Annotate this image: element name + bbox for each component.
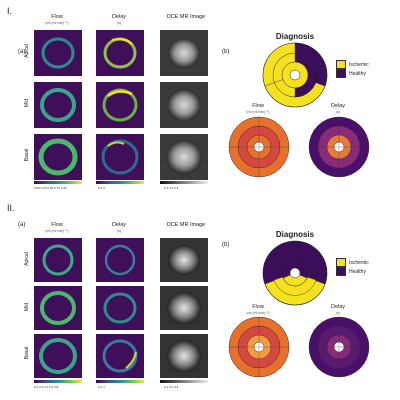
- section-ii-panel-b-label: (b): [222, 242, 230, 248]
- section-ii-col-delay-header: Delay (s): [96, 222, 142, 234]
- apical-flow-map: [34, 238, 82, 282]
- section-ii-delay-ticks: 0 2 4: [98, 385, 105, 389]
- section-i-legend: Ischemic Healthy: [336, 60, 369, 78]
- bull-title: Delay: [330, 304, 346, 310]
- dce-colorbar: [160, 380, 208, 383]
- basal-dce-image: [160, 334, 208, 378]
- section-i-row-apical: Apical: [24, 44, 30, 58]
- bull-title: Delay: [330, 103, 346, 109]
- bull-title: Flow: [252, 304, 264, 310]
- dce-colorbar: [160, 181, 208, 184]
- section-ii-flow-bullseye: [228, 316, 290, 378]
- section-ii-delay-bullseye-title: Delay (s): [308, 304, 368, 316]
- section-ii-panel-a-label: (a): [18, 222, 26, 228]
- section-i-diagnosis-bullseye: [262, 42, 328, 108]
- legend-healthy: Healthy: [336, 69, 369, 78]
- section-i-flow-ticks: 0.00 0.25 0.50 0.75 1.00: [34, 186, 67, 190]
- col-unit: (ml (ml min)⁻¹): [45, 21, 69, 25]
- section-ii-diagnosis-title: Diagnosis: [275, 230, 315, 239]
- col-title: DCE MR Image: [166, 14, 206, 20]
- section-ii-delay-bullseye: [308, 316, 370, 378]
- bull-unit: (ml (ml min)⁻¹): [246, 311, 270, 315]
- section-i-flow-bullseye: [228, 116, 290, 178]
- legend-label: Ischemic: [349, 61, 369, 68]
- legend-label: Healthy: [349, 268, 366, 275]
- col-unit: (s): [116, 229, 122, 233]
- section-ii-diagnosis-bullseye: [262, 240, 328, 306]
- col-title: Flow: [51, 14, 63, 20]
- bull-unit: (s): [335, 110, 341, 114]
- section-i-flow-bullseye-title: Flow (ml (ml min)⁻¹): [228, 103, 288, 115]
- basal-dce-image: [160, 134, 208, 180]
- mid-flow-map: [34, 286, 82, 330]
- apical-dce-image: [160, 30, 208, 76]
- mid-delay-map: [96, 286, 144, 330]
- legend-ischemic: Ischemic: [336, 258, 369, 267]
- section-i-col-delay-header: Delay (s): [96, 14, 142, 26]
- section-ii-label: II.: [7, 203, 15, 213]
- section-i-delay-ticks: 0 2 4: [98, 186, 105, 190]
- mid-dce-image: [160, 82, 208, 128]
- section-ii-row-apical: Apical: [24, 252, 30, 266]
- col-title: Delay: [111, 222, 127, 228]
- healthy-swatch: [336, 69, 346, 78]
- delay-colorbar: [96, 380, 144, 383]
- section-ii-image-grid: [34, 238, 208, 383]
- section-i-label: I.: [7, 6, 13, 16]
- section-i-delay-bullseye: [308, 116, 370, 178]
- flow-colorbar: [34, 380, 82, 383]
- mid-flow-map: [34, 82, 82, 128]
- legend-ischemic: Ischemic: [336, 60, 369, 69]
- bull-unit: (ml (ml min)⁻¹): [246, 110, 270, 114]
- apical-flow-map: [34, 30, 82, 76]
- section-ii-col-dce-header: DCE MR Image: [160, 222, 212, 228]
- basal-flow-map: [34, 334, 82, 378]
- apical-delay-map: [96, 238, 144, 282]
- healthy-swatch: [336, 267, 346, 276]
- basal-delay-map: [96, 134, 144, 180]
- section-ii-flow-ticks: 0.0 0.2 0.4 0.6 0.8: [34, 385, 59, 389]
- col-title: Flow: [51, 222, 63, 228]
- col-unit: (ml (ml min)⁻¹): [45, 229, 69, 233]
- legend-label: Healthy: [349, 70, 366, 77]
- section-i-col-dce-header: DCE MR Image: [160, 14, 212, 20]
- col-title: Delay: [111, 14, 127, 20]
- apical-delay-map: [96, 30, 144, 76]
- section-i-col-flow-header: Flow (ml (ml min)⁻¹): [34, 14, 80, 26]
- section-i-dce-ticks: 0.1 0.2 0.3: [164, 186, 179, 190]
- delay-colorbar: [96, 181, 144, 184]
- section-i-panel-a-label: (a): [18, 49, 26, 55]
- section-ii-row-mid: Mid: [24, 302, 30, 312]
- section-i-row-mid: Mid: [24, 98, 30, 108]
- legend-healthy: Healthy: [336, 267, 369, 276]
- ischemic-swatch: [336, 60, 346, 69]
- basal-delay-map: [96, 334, 144, 378]
- apical-dce-image: [160, 238, 208, 282]
- section-i-delay-bullseye-title: Delay (s): [308, 103, 368, 115]
- section-ii-flow-bullseye-title: Flow (ml (ml min)⁻¹): [228, 304, 288, 316]
- flow-colorbar: [34, 181, 82, 184]
- legend-label: Ischemic: [349, 259, 369, 266]
- section-ii-row-basal: Basal: [24, 346, 30, 360]
- ischemic-swatch: [336, 258, 346, 267]
- section-i-diagnosis-title: Diagnosis: [275, 32, 315, 41]
- section-i-panel-b-label: (b): [222, 49, 230, 55]
- col-unit: (s): [116, 21, 122, 25]
- col-title: DCE MR Image: [166, 222, 206, 228]
- section-i-image-grid: [34, 30, 208, 184]
- bull-unit: (s): [335, 311, 341, 315]
- mid-delay-map: [96, 82, 144, 128]
- bull-title: Flow: [252, 103, 264, 109]
- section-ii-legend: Ischemic Healthy: [336, 258, 369, 276]
- section-ii-dce-ticks: 0.1 0.2 0.3: [164, 385, 179, 389]
- basal-flow-map: [34, 134, 82, 180]
- mid-dce-image: [160, 286, 208, 330]
- section-ii-col-flow-header: Flow (ml (ml min)⁻¹): [34, 222, 80, 234]
- section-i-row-basal: Basal: [24, 148, 30, 162]
